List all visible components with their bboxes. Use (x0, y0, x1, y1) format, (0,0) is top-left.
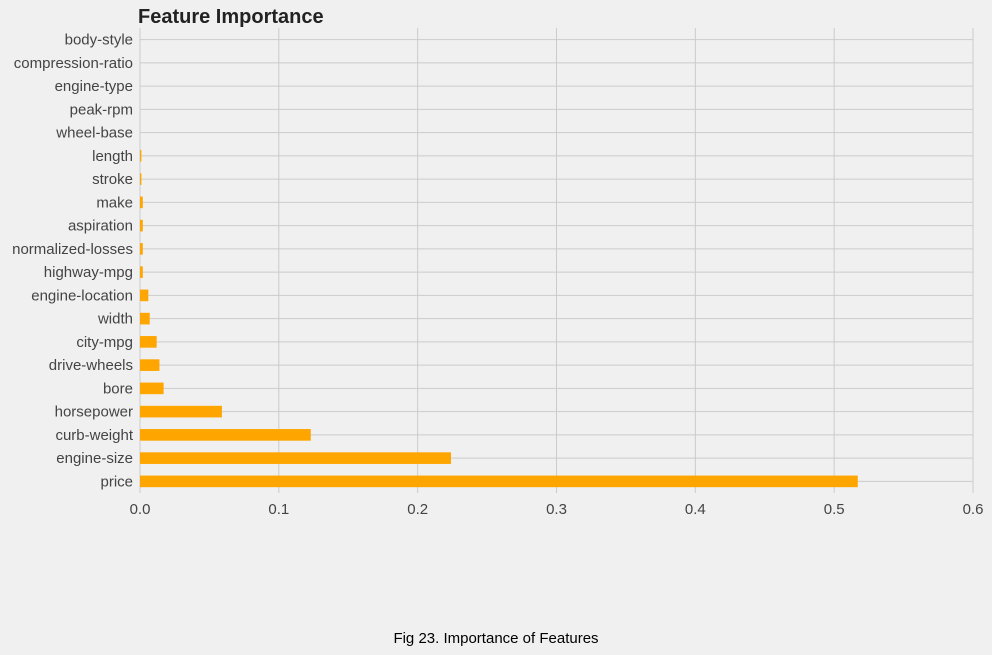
bar-bore (140, 382, 164, 395)
chart-svg: price engine-size curb-weight horsepower bor… (12, 6, 984, 518)
y-tick-label-make: make (96, 194, 133, 211)
x-tick-labels: 0.0 0.1 0.2 0.3 0.4 0.5 0.6 (130, 501, 984, 518)
x-tick-label: 0.2 (407, 501, 428, 518)
bar-layer (140, 150, 858, 488)
x-tick-label: 0.6 (963, 501, 984, 518)
y-tick-label-aspiration: aspiration (68, 218, 133, 235)
y-tick-label-width: width (97, 311, 133, 328)
bar-drive-wheels (140, 359, 160, 371)
bar-stroke (140, 173, 142, 185)
x-tick-label: 0.3 (546, 501, 567, 518)
bar-horsepower (140, 405, 222, 418)
y-tick-label-engine-size: engine-size (56, 450, 133, 467)
bar-highway-mpg (140, 266, 143, 278)
y-tick-label-compression-ratio: compression-ratio (14, 55, 133, 72)
y-tick-label-stroke: stroke (92, 171, 133, 188)
grid-layer (139, 28, 974, 493)
y-tick-label-peak-rpm: peak-rpm (70, 101, 133, 118)
y-tick-label-horsepower: horsepower (55, 404, 133, 421)
chart-title: Feature Importance (138, 6, 324, 28)
x-tick-label: 0.0 (130, 501, 151, 518)
y-tick-label-wheel-base: wheel-base (55, 125, 133, 142)
y-tick-label-city-mpg: city-mpg (76, 334, 133, 351)
x-tick-label: 0.1 (268, 501, 289, 518)
feature-importance-chart: price engine-size curb-weight horsepower bor… (12, 6, 984, 518)
y-tick-labels: price engine-size curb-weight horsepower bor… (12, 32, 134, 491)
y-tick-label-length: length (92, 148, 133, 165)
bar-length (140, 150, 142, 162)
bar-normalized-losses (140, 243, 143, 255)
bar-city-mpg (140, 336, 157, 348)
y-tick-label-curb-weight: curb-weight (55, 427, 133, 444)
x-tick-label: 0.4 (685, 501, 706, 518)
y-tick-label-normalized-losses: normalized-losses (12, 241, 133, 258)
bar-make (140, 196, 143, 209)
bar-width (140, 312, 150, 325)
x-tick-label: 0.5 (824, 501, 845, 518)
bar-price (140, 475, 858, 488)
y-tick-label-body-style: body-style (65, 32, 133, 49)
bar-engine-size (140, 452, 451, 464)
y-tick-label-price: price (100, 473, 133, 490)
y-tick-label-highway-mpg: highway-mpg (44, 264, 133, 281)
bar-engine-location (140, 289, 149, 302)
y-tick-label-engine-type: engine-type (55, 78, 133, 95)
bar-aspiration (140, 219, 143, 232)
y-tick-label-bore: bore (103, 380, 133, 397)
y-tick-label-drive-wheels: drive-wheels (49, 357, 133, 374)
y-tick-label-engine-location: engine-location (31, 287, 133, 304)
figure-caption: Fig 23. Importance of Features (393, 630, 599, 647)
bar-curb-weight (140, 429, 311, 441)
